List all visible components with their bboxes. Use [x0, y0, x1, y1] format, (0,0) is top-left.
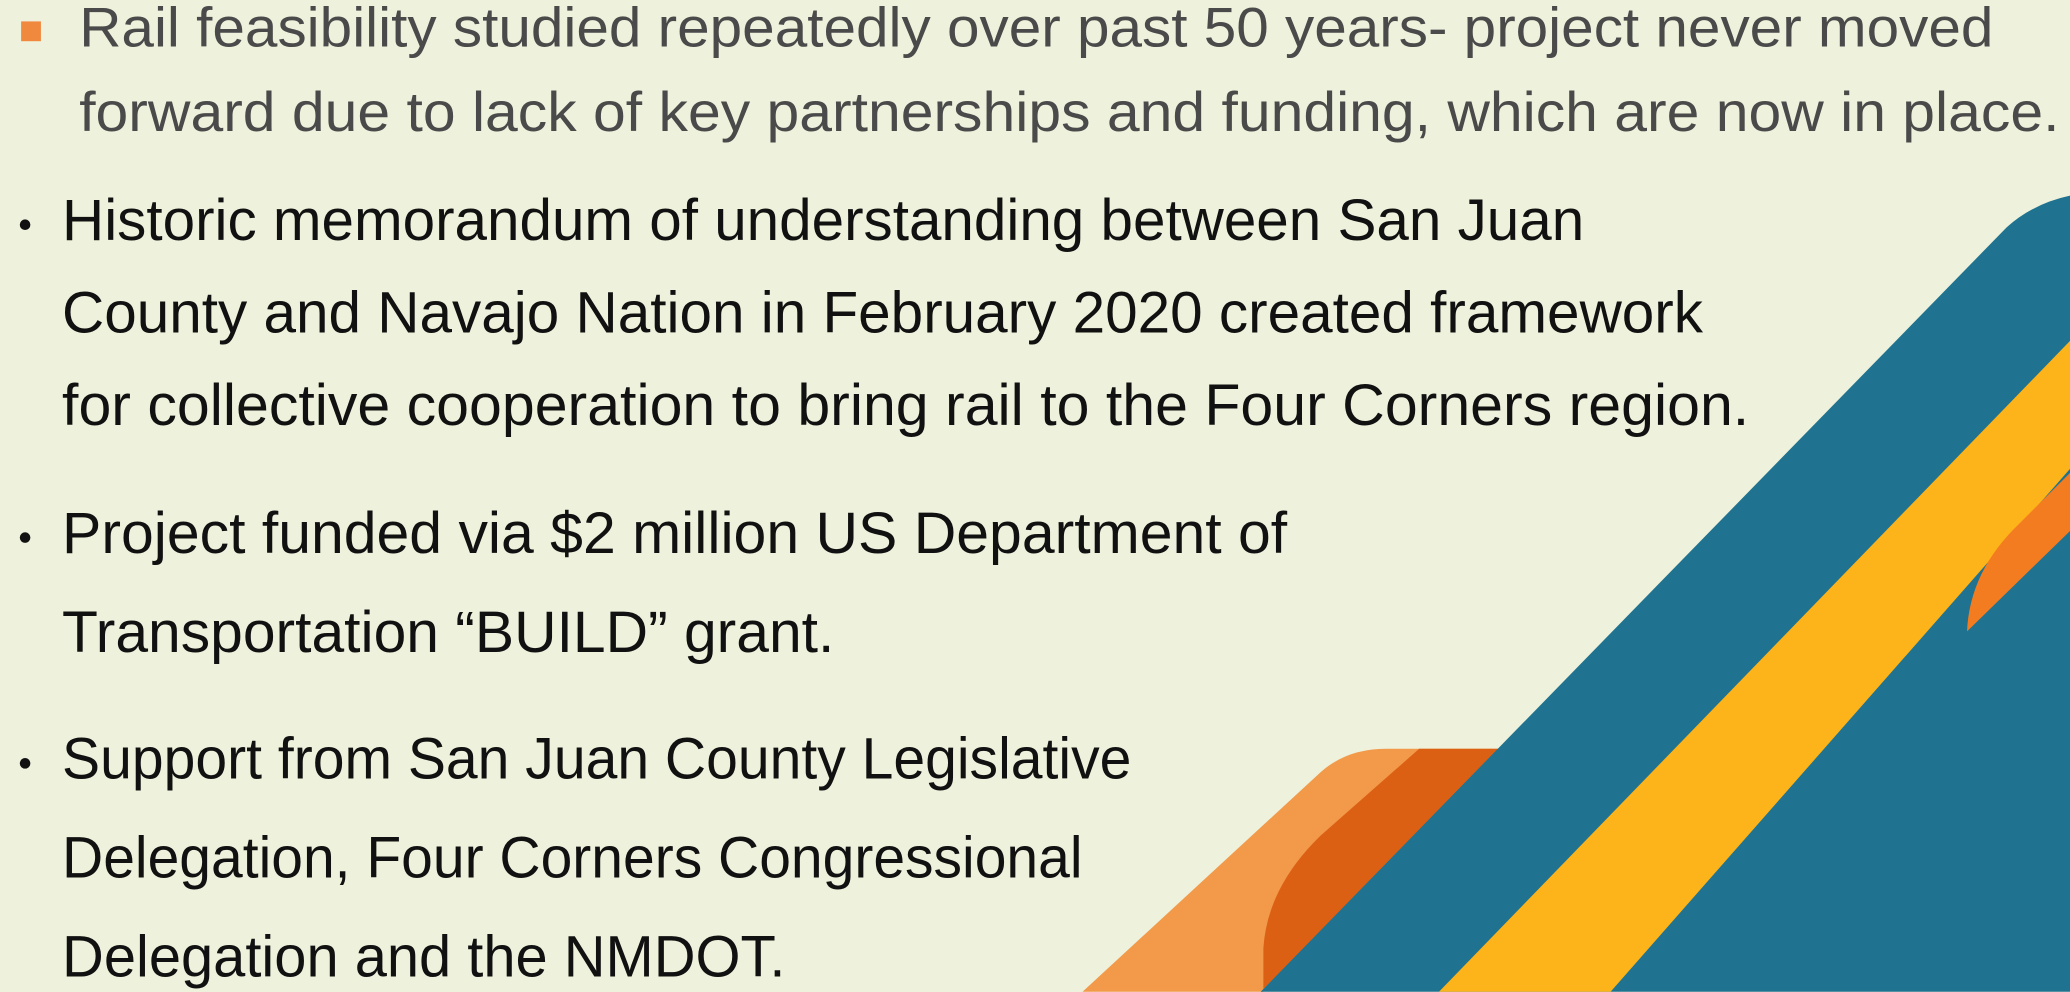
- bullet-text: for collective cooperation to bring rail…: [62, 373, 1749, 438]
- bullet-text: forward due to lack of key partnerships …: [79, 81, 2059, 143]
- bullet-dot: [20, 219, 31, 230]
- page: Rail feasibility studied repeatedly over…: [0, 0, 2070, 992]
- bullet-dot: [20, 758, 31, 769]
- bullet-text: Rail feasibility studied repeatedly over…: [79, 0, 1993, 59]
- bullet-square: [21, 21, 41, 41]
- bullet-text: Project funded via $2 million US Departm…: [62, 501, 1288, 566]
- bullet-text: Historic memorandum of understanding bet…: [62, 188, 1584, 253]
- bullet-dot: [20, 532, 31, 543]
- bullet-text: Support from San Juan County Legislative: [62, 727, 1131, 792]
- slide: Rail feasibility studied repeatedly over…: [0, 0, 2070, 992]
- bullet-text: Delegation and the NMDOT.: [62, 925, 785, 990]
- bullet-text: County and Navajo Nation in February 202…: [62, 280, 1704, 345]
- bullet-text: Transportation “BUILD” grant.: [62, 600, 834, 665]
- bullet-text: Delegation, Four Corners Congressional: [62, 826, 1082, 891]
